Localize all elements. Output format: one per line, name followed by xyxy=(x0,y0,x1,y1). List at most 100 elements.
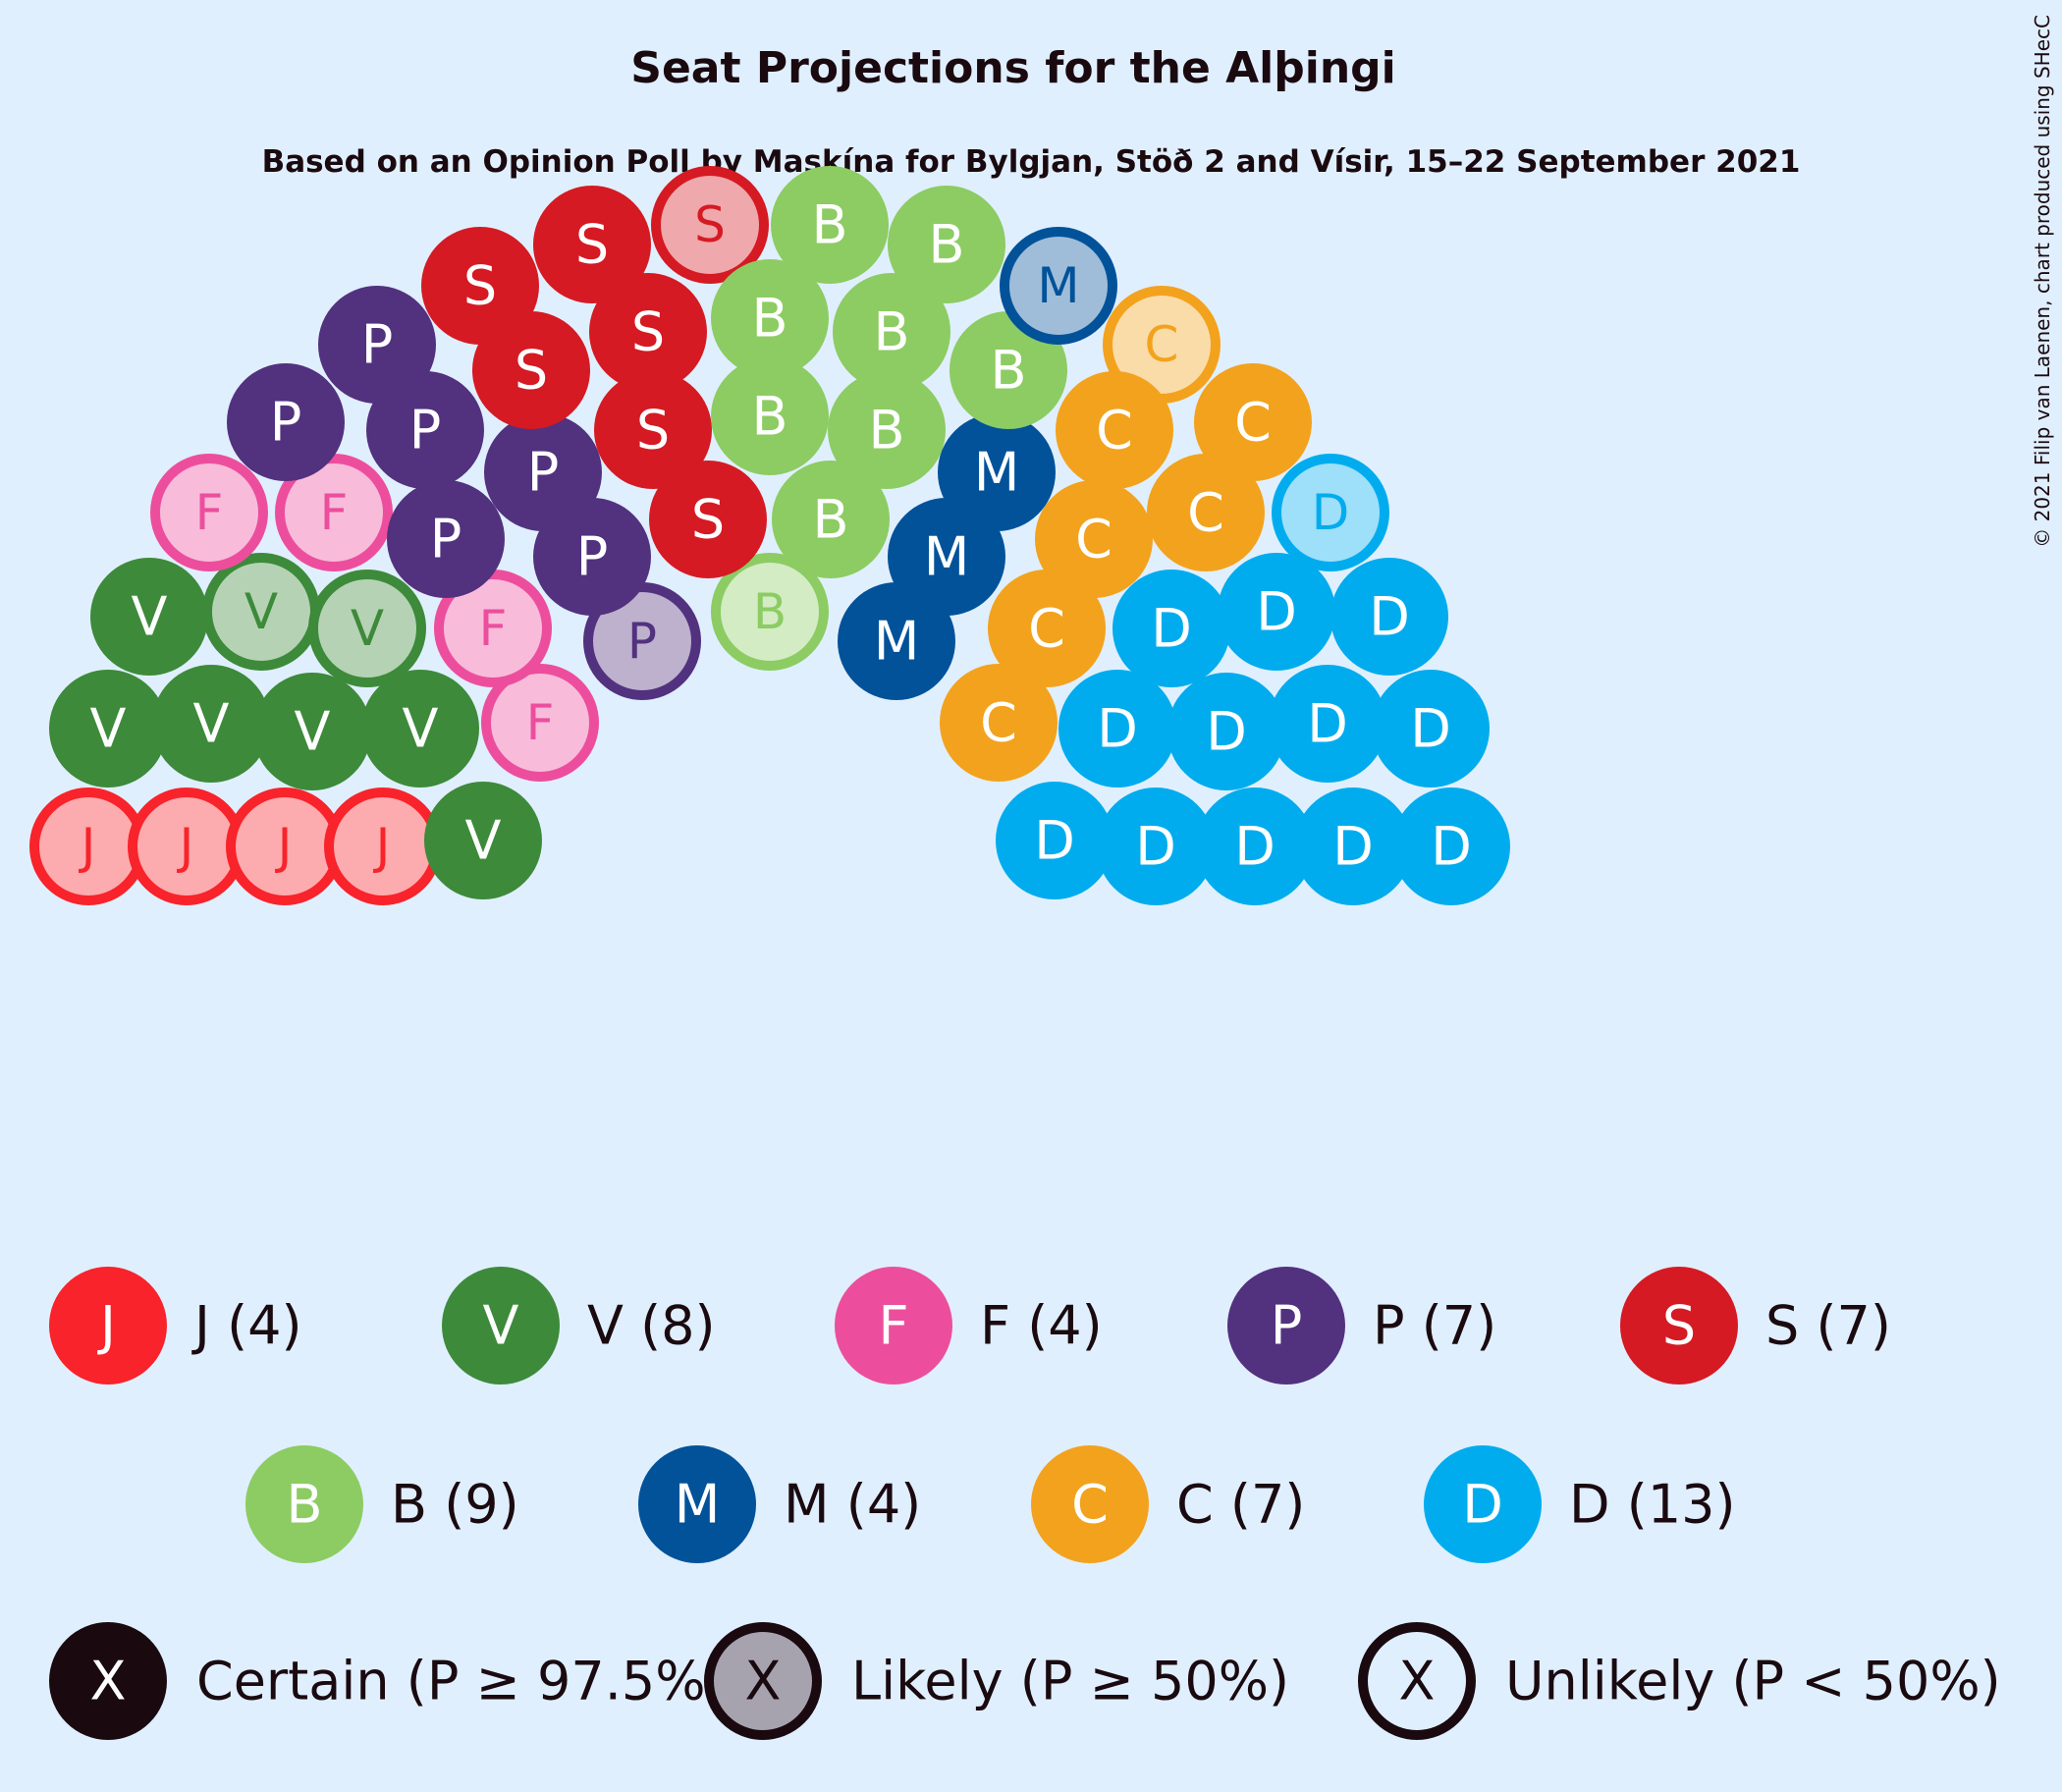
legend-label: M (4) xyxy=(784,1474,921,1536)
seat-letter: D xyxy=(1332,816,1374,878)
seat-letter: C xyxy=(980,692,1017,754)
legend-swatch-letter: D xyxy=(1462,1474,1503,1536)
prob-legend-label: Likely (P ≥ 50%) xyxy=(851,1651,1289,1712)
legend-item-d: D D (13) xyxy=(1424,1445,1736,1563)
seat-letter: P xyxy=(409,400,442,462)
seat-certain-circle xyxy=(533,186,651,303)
seat-letter: M xyxy=(924,526,970,588)
seat-certain-circle xyxy=(1058,670,1176,787)
legend-swatch xyxy=(835,1267,952,1385)
seat-b: B xyxy=(711,553,829,671)
seat-v: V xyxy=(308,570,426,687)
seat-s: S xyxy=(649,461,767,578)
seat-letter: C xyxy=(1096,400,1133,462)
seat-certain-circle xyxy=(1147,454,1265,571)
seat-certain-circle xyxy=(152,665,270,783)
seat-letter: F xyxy=(195,484,224,541)
seat-letter: B xyxy=(928,214,964,276)
seat-letter: P xyxy=(430,509,462,570)
legend-item-j: J J (4) xyxy=(49,1267,302,1385)
seat-certain-circle xyxy=(938,413,1056,531)
seat-certain-circle xyxy=(594,371,712,489)
seat-b: B xyxy=(833,273,950,391)
seat-certain-circle xyxy=(472,311,590,429)
legend-swatch-letter: B xyxy=(286,1474,322,1536)
seat-certain-circle xyxy=(1056,371,1173,489)
seat-d: D xyxy=(1097,787,1215,905)
seat-certain-circle xyxy=(90,558,208,676)
seat-v: V xyxy=(361,670,479,787)
seat-s: S xyxy=(594,371,712,489)
seat-letter: S xyxy=(515,340,548,402)
seat-letter: J xyxy=(275,818,293,875)
seat-letter: D xyxy=(1034,810,1075,872)
seat-d: D xyxy=(1269,665,1386,783)
seat-v: V xyxy=(152,665,270,783)
seat-f: F xyxy=(150,454,268,571)
seat-s: S xyxy=(651,166,769,284)
seat-certain-circle xyxy=(1330,558,1448,676)
legend-swatch xyxy=(49,1267,167,1385)
seat-b: B xyxy=(771,166,889,284)
seat-letter: F xyxy=(479,600,508,657)
seat-certain-circle xyxy=(424,782,542,899)
seat-certain-circle xyxy=(772,461,890,578)
seat-letter: C xyxy=(1145,316,1179,373)
seat-v: V xyxy=(49,670,167,787)
seat-certain-circle xyxy=(589,273,707,391)
legend-swatch-letter: M xyxy=(675,1474,721,1536)
seat-letter: F xyxy=(526,694,555,751)
seat-certain-circle xyxy=(484,413,602,531)
legend-swatch xyxy=(245,1445,363,1563)
seat-letter: B xyxy=(873,301,909,363)
prob-legend-certain: X Certain (P ≥ 97.5%) xyxy=(49,1622,727,1740)
seat-unlikely-circle xyxy=(651,166,769,284)
seat-letter: M xyxy=(874,611,920,673)
seat-letter: B xyxy=(812,489,848,551)
seat-certain-circle xyxy=(227,363,345,481)
seat-f: F xyxy=(481,664,599,782)
seat-b: B xyxy=(711,259,829,377)
seat-certain-circle xyxy=(366,371,484,489)
seat-letter: D xyxy=(1431,816,1472,878)
seat-s: S xyxy=(589,273,707,391)
seat-c: C xyxy=(988,570,1106,687)
seat-unlikely-circle xyxy=(711,553,829,671)
seat-v: V xyxy=(202,553,320,671)
seat-letter: B xyxy=(811,194,847,256)
seat-certain-circle xyxy=(771,166,889,284)
seat-certain-circle xyxy=(1196,787,1314,905)
seat-letter: B xyxy=(751,386,787,448)
seat-unlikely-circle xyxy=(1272,454,1389,571)
legend-item-v: V V (8) xyxy=(442,1267,716,1385)
seat-certain-circle xyxy=(421,227,539,345)
seat-certain-circle xyxy=(1269,665,1386,783)
seat-v: V xyxy=(90,558,208,676)
seat-p: P xyxy=(366,371,484,489)
seat-unlikely-circle xyxy=(150,454,268,571)
seat-letter: C xyxy=(1234,392,1272,454)
seat-certain-circle xyxy=(888,186,1005,303)
seat-certain-circle xyxy=(1218,553,1335,671)
legend-swatch-letter: J xyxy=(97,1295,116,1357)
seat-d: D xyxy=(1294,787,1412,905)
prob-swatch-symbol: X xyxy=(745,1651,782,1712)
seat-p: P xyxy=(387,480,505,598)
seat-certain-circle xyxy=(988,570,1106,687)
legend-label: F (4) xyxy=(980,1295,1103,1357)
seat-certain-circle xyxy=(649,461,767,578)
seat-j: J xyxy=(226,787,344,905)
seat-d: D xyxy=(1272,454,1389,571)
seat-letter: P xyxy=(527,442,560,504)
seat-letter: S xyxy=(636,400,670,462)
seat-j: J xyxy=(29,787,147,905)
seat-certain-circle xyxy=(996,782,1113,899)
seat-letter: V xyxy=(465,810,502,872)
seat-certain-circle xyxy=(1167,673,1285,790)
seat-letter: D xyxy=(1135,816,1176,878)
seat-certain-circle xyxy=(1294,787,1412,905)
seat-b: B xyxy=(772,461,890,578)
